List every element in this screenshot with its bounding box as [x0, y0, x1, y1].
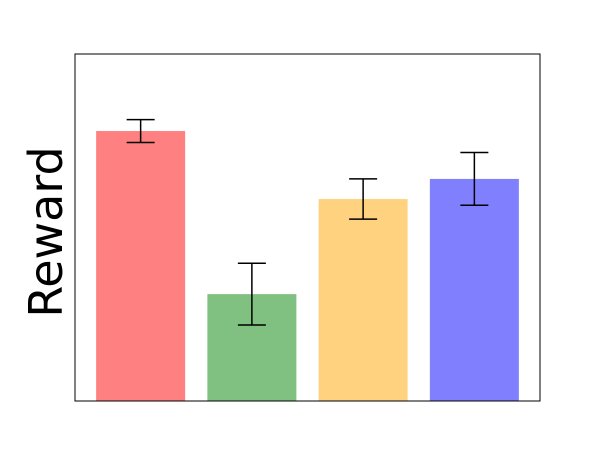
- error-bar: [126, 118, 155, 144]
- error-bar: [460, 151, 489, 207]
- y-axis-label: Reward: [19, 146, 73, 317]
- error-bar: [237, 262, 266, 326]
- bar: [318, 199, 408, 401]
- bar: [96, 131, 186, 401]
- plot-frame: [74, 53, 541, 402]
- error-bar: [349, 178, 378, 220]
- bar: [429, 178, 519, 401]
